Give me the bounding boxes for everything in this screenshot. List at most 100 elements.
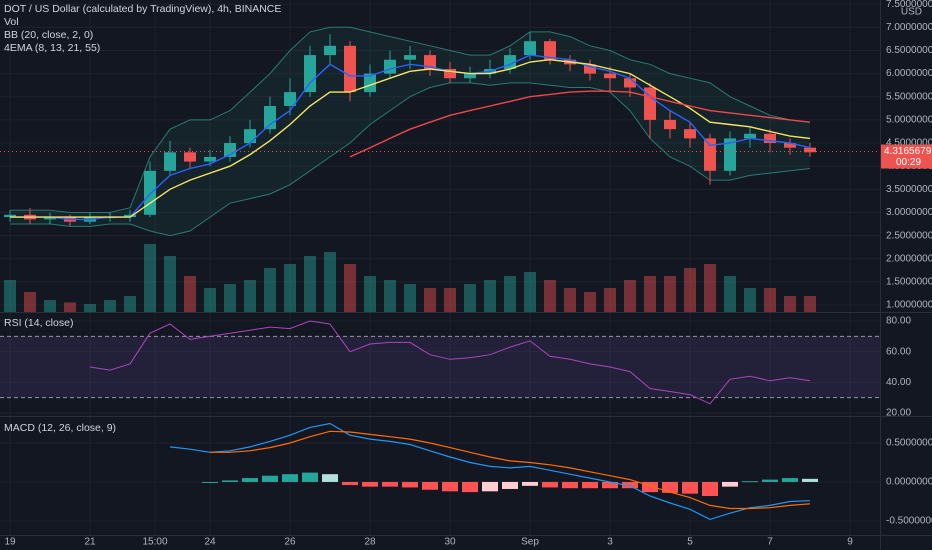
- ema-line: [10, 58, 811, 218]
- x-tick-label: 19: [4, 537, 16, 548]
- volume-bar: [724, 276, 736, 312]
- candle-body: [264, 106, 276, 130]
- candle-body: [444, 68, 456, 79]
- candle-body: [144, 170, 156, 215]
- volume-bar: [544, 280, 556, 312]
- y-tick-label: -0.50000000: [886, 516, 932, 527]
- y-tick-label: 3.50000000: [886, 184, 932, 195]
- x-tick-label: 5: [687, 537, 693, 548]
- x-tick-label: 26: [284, 537, 296, 548]
- candle-body: [804, 147, 816, 153]
- volume-bar: [4, 280, 16, 312]
- candle-body: [684, 129, 696, 139]
- volume-bar: [104, 300, 116, 312]
- histogram-bar: [542, 481, 558, 488]
- volume-bar: [344, 264, 356, 312]
- histogram-bar: [422, 481, 438, 490]
- histogram-bar: [742, 481, 758, 483]
- y-tick-label: 5.50000000: [886, 91, 932, 102]
- ema-line: [10, 54, 811, 221]
- volume-bar: [44, 300, 56, 312]
- histogram-bar: [582, 481, 598, 489]
- candle-body: [404, 55, 416, 60]
- histogram-bar: [522, 481, 538, 486]
- candle-body: [464, 73, 476, 79]
- volume-bar: [304, 256, 316, 312]
- pane-title: MACD (12, 26, close, 9): [4, 422, 116, 434]
- histogram-bar: [722, 481, 738, 487]
- histogram-bar: [362, 481, 378, 487]
- candle-body: [584, 64, 596, 74]
- candle-body: [384, 59, 396, 74]
- candle-body: [704, 138, 716, 171]
- last-price-box: [881, 144, 932, 169]
- y-tick-label: 0.50000000: [886, 438, 932, 449]
- y-tick-label: 20.00: [886, 408, 911, 419]
- candle-body: [284, 92, 296, 107]
- candle-body: [304, 55, 316, 93]
- volume-bar: [184, 276, 196, 312]
- volume-bar: [384, 280, 396, 312]
- volume-label: Vol: [4, 16, 19, 28]
- pane-title: RSI (14, close): [4, 317, 73, 329]
- volume-bar: [224, 284, 236, 312]
- volume-bar: [364, 276, 376, 312]
- histogram-bar: [282, 474, 298, 482]
- volume-bar: [244, 280, 256, 312]
- volume-bar: [744, 288, 756, 312]
- candle-body: [244, 129, 256, 144]
- histogram-bar: [682, 481, 698, 494]
- countdown: 00:29: [896, 157, 921, 168]
- histogram-bar: [382, 481, 398, 487]
- chart-title: DOT / US Dollar (calculated by TradingVi…: [4, 3, 281, 15]
- volume-bar: [584, 292, 596, 312]
- x-tick-label: 3: [607, 537, 613, 548]
- volume-bar: [784, 296, 796, 312]
- histogram-bar: [762, 479, 778, 482]
- y-tick-label: 7.50000000: [886, 0, 932, 10]
- candle-body: [164, 152, 176, 171]
- histogram-bar: [242, 478, 258, 482]
- y-tick-label: 2.50000000: [886, 230, 932, 241]
- y-tick-label: 4.50000000: [886, 138, 932, 149]
- candle-body: [664, 119, 676, 130]
- histogram-bar: [222, 480, 238, 482]
- histogram-bar: [562, 481, 578, 489]
- ema-label: 4EMA (8, 13, 21, 55): [4, 42, 100, 54]
- histogram-bar: [642, 481, 658, 493]
- histogram-bar: [202, 481, 218, 483]
- bb-lower: [10, 82, 811, 237]
- histogram-bar: [322, 474, 338, 482]
- candle-body: [744, 133, 756, 139]
- rsi-band: [0, 336, 880, 398]
- ema-line: [349, 90, 811, 158]
- histogram-bar: [622, 481, 638, 489]
- x-tick-label: 30: [444, 537, 456, 548]
- volume-bar: [124, 296, 136, 312]
- x-tick-label: 28: [364, 537, 376, 548]
- histogram-bar: [262, 475, 278, 482]
- candle-body: [424, 55, 436, 69]
- x-tick-label: 24: [204, 537, 216, 548]
- candle-body: [44, 217, 56, 220]
- volume-bar: [164, 256, 176, 312]
- candle-body: [324, 45, 336, 56]
- histogram-bar: [702, 481, 718, 496]
- candle-body: [764, 133, 776, 144]
- x-tick-label: 9: [847, 537, 853, 548]
- volume-bar: [424, 288, 436, 312]
- volume-bar: [704, 264, 716, 312]
- macd-line: [169, 422, 811, 521]
- volume-bar: [284, 264, 296, 312]
- histogram-bar: [662, 481, 678, 493]
- volume-bar: [324, 252, 336, 312]
